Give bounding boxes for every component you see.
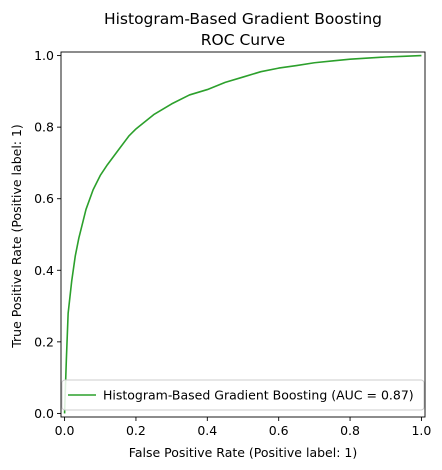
legend-box <box>61 379 425 411</box>
y-tick-label: 0.0 <box>34 406 54 421</box>
chart-subtitle: ROC Curve <box>201 31 285 49</box>
y-tick-label: 0.8 <box>34 120 54 135</box>
x-tick-label: 0.4 <box>197 423 217 438</box>
x-tick-label: 0.8 <box>340 423 360 438</box>
x-tick-label: 0.0 <box>55 423 75 438</box>
legend: Histogram-Based Gradient Boosting (AUC =… <box>61 379 425 411</box>
plot-area: 0.0 0.2 0.4 0.6 0.8 1.0 0.0 0.2 0.4 0.6 0.8 1.0 <box>34 48 431 438</box>
y-tick-label: 0.2 <box>34 334 54 349</box>
x-tick-label: 1.0 <box>411 423 431 438</box>
y-tick-label: 1.0 <box>34 48 54 63</box>
roc-curve-line <box>63 54 422 414</box>
y-tick-label: 0.4 <box>34 263 54 278</box>
x-tick-label: 0.6 <box>269 423 289 438</box>
x-tick-label: 0.2 <box>126 423 146 438</box>
legend-entry: Histogram-Based Gradient Boosting (AUC =… <box>103 388 414 403</box>
x-axis-label: False Positive Rate (Positive label: 1) <box>129 445 357 460</box>
chart-title: Histogram-Based Gradient Boosting <box>104 10 382 28</box>
plot-frame <box>60 51 426 418</box>
y-axis-label: True Positive Rate (Positive label: 1) <box>9 124 24 349</box>
y-tick-label: 0.6 <box>34 191 54 206</box>
